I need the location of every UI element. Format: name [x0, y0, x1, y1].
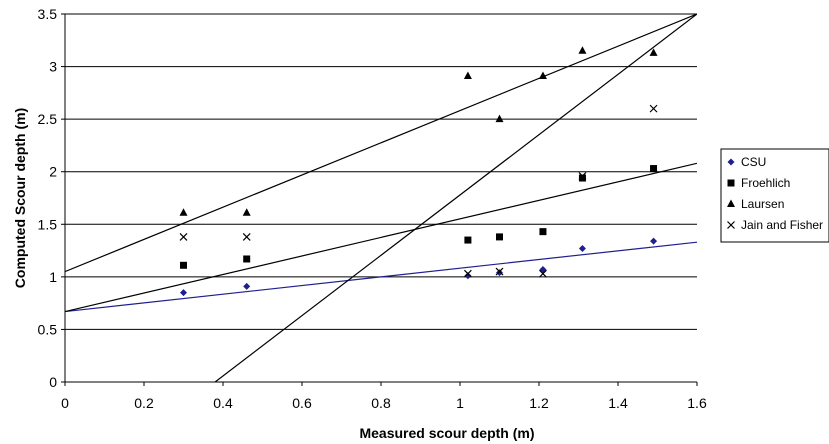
data-points	[179, 46, 658, 297]
trend-line	[65, 241, 697, 313]
point-froehlich	[464, 236, 472, 244]
point-jain-and-fisher	[649, 104, 658, 113]
point-froehlich	[180, 261, 187, 269]
trend-line	[65, 162, 697, 313]
legend-marker-laursen	[727, 199, 735, 207]
point-csu	[464, 272, 472, 280]
trend-line	[65, 14, 697, 273]
point-jain-and-fisher	[179, 232, 188, 241]
axes	[61, 13, 698, 386]
x-tick-label: 1.4	[608, 395, 628, 411]
point-csu	[650, 237, 658, 245]
point-laursen	[463, 71, 472, 80]
point-froehlich	[243, 255, 251, 263]
legend-label-jain-and-fisher: Jain and Fisher	[741, 218, 823, 232]
x-tick-label: 0.4	[213, 395, 233, 411]
tick-labels: 0 0.5 1 1.5 2 2.5 3 3.5 0 0.2 0.4 0.6 0.8 1 1.2 1.4 1.6	[38, 6, 707, 411]
point-laursen	[495, 114, 504, 123]
legend-marker-csu	[727, 158, 735, 166]
point-jain-and-fisher	[578, 171, 587, 180]
y-tick-label: 0.5	[38, 321, 58, 337]
y-tick-label: 1	[49, 269, 57, 285]
point-jain-and-fisher	[463, 269, 472, 278]
legend: CSU Froehlich Laursen Jain and Fisher	[720, 148, 829, 243]
point-jain-and-fisher	[539, 269, 547, 278]
y-axis-title: Computed Scour depth (m)	[12, 108, 28, 288]
x-axis-title: Measured scour depth (m)	[359, 425, 534, 441]
point-froehlich	[650, 165, 658, 173]
point-laursen	[538, 71, 547, 80]
point-froehlich	[539, 228, 547, 236]
point-froehlich	[496, 233, 503, 241]
x-tick-label: 1.2	[529, 395, 549, 411]
x-tick-label: 1.6	[687, 395, 707, 411]
point-laursen	[578, 46, 587, 54]
legend-marker-jain-and-fisher	[727, 221, 735, 229]
point-jain-and-fisher-stroke	[242, 232, 251, 241]
x-tick-label: 0.2	[134, 395, 154, 411]
x-tick-label: 0.6	[292, 395, 312, 411]
trend-line	[214, 14, 697, 382]
x-tick-label: 0	[61, 395, 69, 411]
legend-marker-froehlich	[727, 179, 735, 187]
y-tick-label: 2	[49, 164, 57, 180]
trend-lines	[65, 14, 697, 382]
legend-label-laursen: Laursen	[741, 197, 784, 211]
point-laursen	[179, 208, 188, 216]
legend-box	[720, 148, 829, 243]
y-tick-label: 3.5	[38, 6, 58, 22]
point-jain-and-fisher-stroke	[495, 267, 504, 276]
point-froehlich	[578, 174, 586, 182]
point-jain-and-fisher-stroke	[539, 269, 547, 278]
point-jain-and-fisher-stroke	[463, 269, 472, 278]
grid-lines	[65, 13, 697, 330]
x-tick-label: 0.8	[371, 395, 391, 411]
point-jain-and-fisher-stroke	[649, 104, 658, 113]
legend-marker-jain-and-fisher-stroke	[727, 221, 735, 229]
y-tick-label: 0	[49, 374, 57, 390]
legend-label-csu: CSU	[741, 155, 766, 169]
point-jain-and-fisher	[495, 267, 504, 276]
legend-label-froehlich: Froehlich	[741, 176, 790, 190]
point-jain-and-fisher	[242, 232, 251, 241]
point-csu	[578, 244, 586, 252]
point-csu	[243, 282, 251, 290]
y-tick-label: 2.5	[38, 111, 58, 127]
point-laursen	[649, 48, 658, 56]
legend-items: CSU Froehlich Laursen Jain and Fisher	[727, 155, 823, 232]
y-tick-label: 1.5	[38, 216, 58, 232]
y-tick-label: 3	[49, 59, 57, 75]
point-jain-and-fisher-stroke	[179, 232, 188, 241]
point-csu	[496, 269, 503, 277]
point-laursen	[242, 208, 251, 216]
point-csu	[180, 289, 187, 297]
x-tick-label: 1	[456, 395, 464, 411]
point-jain-and-fisher-stroke	[578, 171, 587, 180]
